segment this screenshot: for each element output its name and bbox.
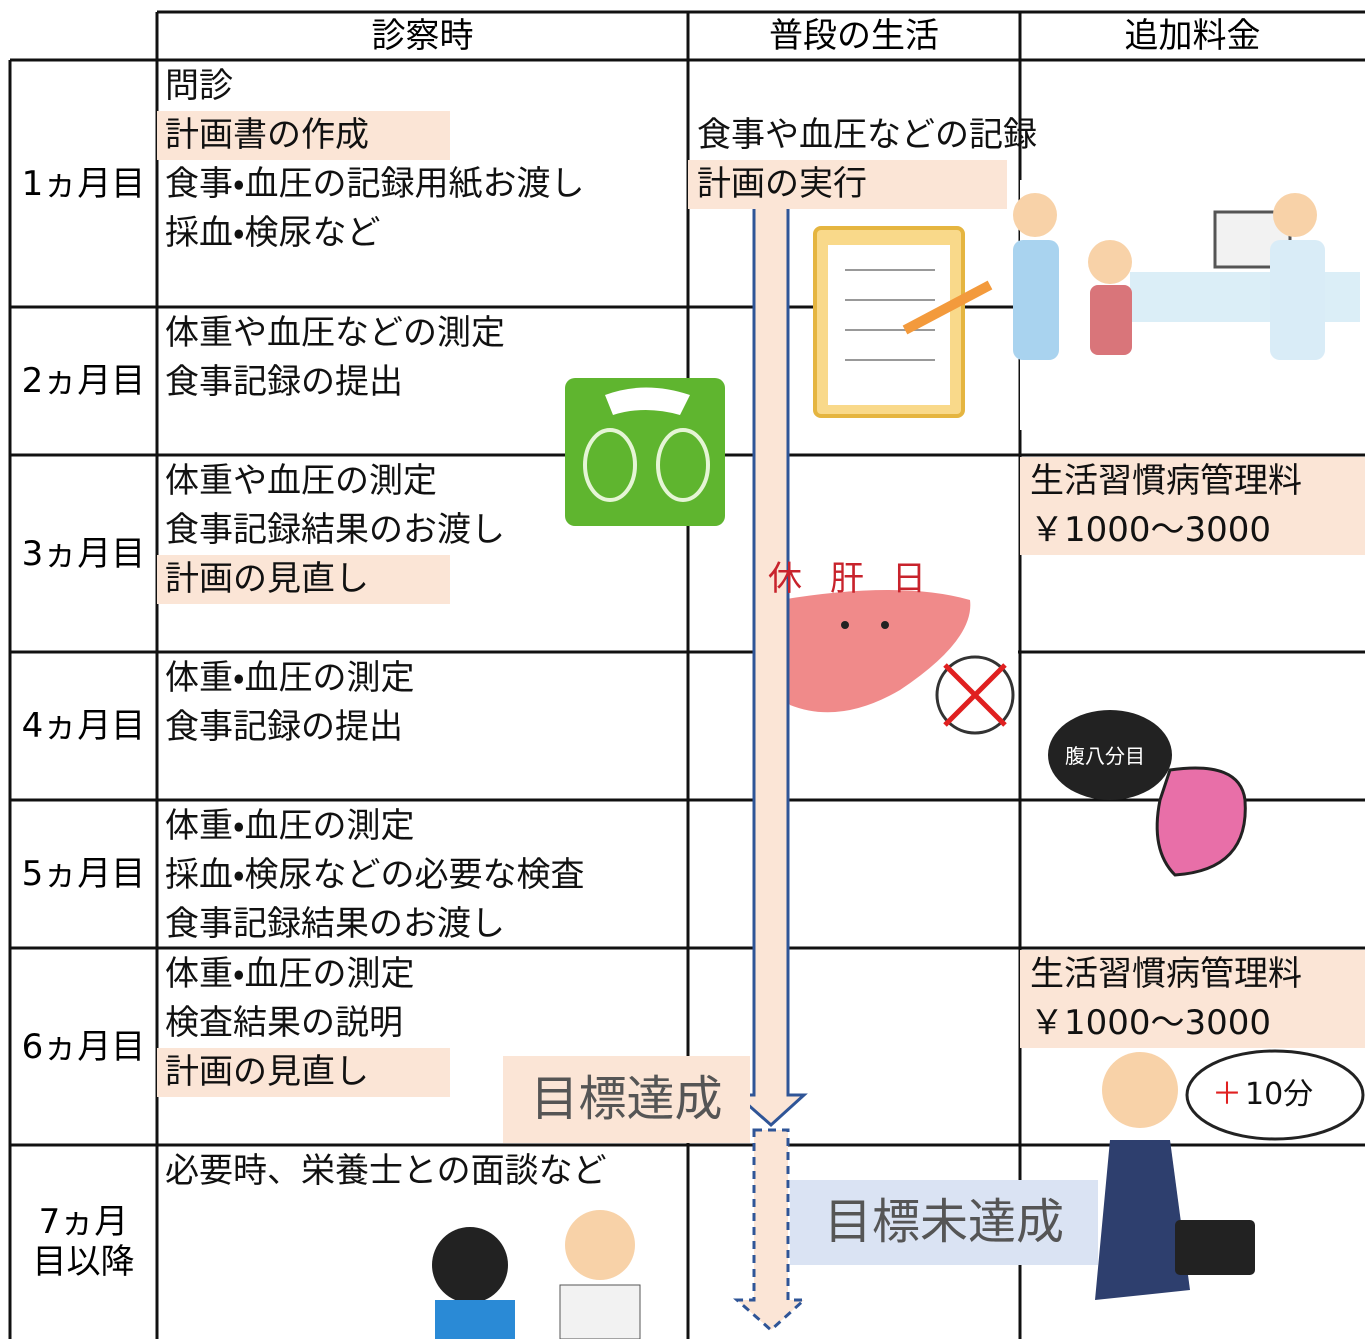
exam-item: 食事記録結果のお渡し	[165, 904, 505, 944]
exam-item: 体重・血圧の測定	[165, 806, 415, 846]
month-label: 5ヵ月目	[21, 854, 146, 894]
exam-item: 体重・血圧の測定	[165, 658, 415, 698]
month-label: 2ヵ月目	[21, 361, 146, 401]
month-label: 6ヵ月目	[21, 1026, 146, 1067]
fee-item: ￥1000～3000	[1020, 506, 1365, 555]
goal-not-achieved: 目標未達成	[790, 1180, 1098, 1265]
daily-item: 計画の実行	[688, 160, 1007, 209]
month-label: 4ヵ月目	[21, 706, 146, 746]
exam-item: 計画の見直し	[157, 555, 450, 604]
fee-item: 生活習慣病管理料	[1020, 457, 1365, 506]
exam-item: 体重・血圧の測定	[165, 954, 415, 994]
exam-item: 必要時、栄養士との面談など	[165, 1151, 607, 1191]
exam-item: 採血・検尿など	[165, 213, 381, 253]
exam-item: 計画書の作成	[157, 111, 450, 160]
exam-item: 採血・検尿などの必要な検査	[165, 855, 585, 895]
month-label: 1ヵ月目	[21, 163, 146, 204]
exam-item: 食事記録の提出	[165, 707, 403, 747]
stomach-caption: 腹八分目	[1065, 744, 1145, 768]
column-header: 診察時	[371, 16, 474, 56]
daily-item: 食事や血圧などの記録	[697, 115, 1037, 155]
liver-caption: 休肝日	[768, 559, 954, 599]
exam-item: 検査結果の説明	[165, 1003, 403, 1043]
speech-plus: ＋	[1212, 1077, 1242, 1112]
exam-item: 食事記録結果のお渡し	[165, 510, 505, 550]
exam-item: 食事・血圧の記録用紙お渡し	[165, 164, 585, 204]
month-label: 7ヵ月	[38, 1202, 129, 1242]
speech-time: 10分	[1245, 1077, 1314, 1112]
column-header: 追加料金	[1124, 16, 1261, 56]
exam-item: 計画の見直し	[157, 1048, 450, 1097]
fee-item: ￥1000～3000	[1020, 999, 1365, 1048]
fee-item: 生活習慣病管理料	[1020, 950, 1365, 999]
column-header: 普段の生活	[769, 16, 939, 56]
month-label: 目以降	[32, 1242, 135, 1282]
exam-item: 体重や血圧などの測定	[165, 313, 505, 353]
exam-item: 体重や血圧の測定	[165, 461, 437, 501]
exam-item: 食事記録の提出	[165, 362, 403, 402]
month-label: 3ヵ月目	[21, 533, 146, 574]
goal-achieved: 目標達成	[503, 1056, 750, 1143]
exam-item: 問診	[165, 66, 233, 106]
